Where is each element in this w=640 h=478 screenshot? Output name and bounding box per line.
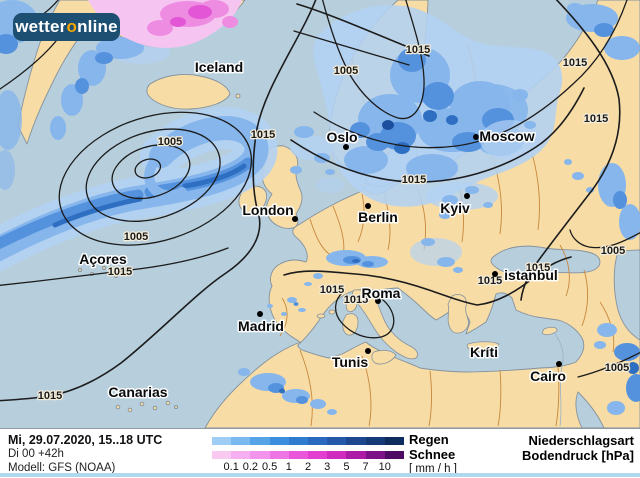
- legend-labels: Regen Schnee [ mm / h ]: [409, 432, 457, 475]
- legend-tick: 5: [343, 461, 350, 473]
- pressure-label: 1015: [478, 275, 502, 287]
- city-label: Açores: [79, 251, 127, 267]
- rain-scale-cell: [250, 437, 270, 445]
- rain-scale-cell: [212, 437, 232, 445]
- snow-scale-cell: [212, 451, 232, 459]
- pressure-label: 1005: [158, 136, 182, 148]
- city-labels: Iceland Oslo Moscow London Berlin Kyiv Açores i…: [78, 58, 568, 402]
- city-label: Iceland: [195, 59, 243, 75]
- rain-label: Regen: [409, 432, 449, 447]
- pressure-label: 1015: [344, 294, 368, 306]
- pressure-label: 1015: [526, 262, 550, 274]
- weather-map: 1005100510151015101510051015101510151015…: [0, 0, 640, 428]
- city-dot: [473, 134, 479, 140]
- city-label: Kríti: [470, 344, 498, 360]
- rain-scale-cell: [365, 437, 385, 445]
- legend-tick: 0.1: [223, 461, 239, 473]
- city-label: Roma: [362, 285, 401, 301]
- city-label: Cairo: [530, 368, 566, 384]
- city-label: London: [242, 202, 293, 218]
- legend-ticks: 0.1 0.2 0.5 1 2 3 5 7 10: [212, 461, 404, 474]
- rain-color-scale: [212, 437, 405, 445]
- snow-scale-cell: [288, 451, 309, 459]
- snow-scale-cell: [327, 451, 347, 459]
- pressure-label: 1015: [406, 44, 430, 56]
- city-dot: [365, 348, 371, 354]
- city-label: istanbul: [504, 267, 558, 283]
- city-dot: [292, 216, 298, 222]
- rain-scale-cell: [288, 437, 309, 445]
- city-label: Berlin: [358, 209, 398, 225]
- city-dot: [343, 144, 349, 150]
- city-label: Kyiv: [440, 200, 470, 216]
- snow-scale-cell: [308, 451, 328, 459]
- pressure-labels: 1005100510151015101510051015101510151015…: [37, 43, 631, 404]
- bottom-blue-strip: [0, 473, 640, 477]
- city-label: Canarias: [108, 384, 167, 400]
- city-dot: [492, 271, 498, 277]
- city-label: Moscow: [479, 128, 534, 144]
- legend-tick: 0.5: [261, 461, 278, 473]
- city-dot: [375, 298, 381, 304]
- logo-text-nline: nline: [77, 17, 118, 36]
- pressure-label: 1005: [124, 231, 148, 243]
- pressure-label: 1015: [584, 113, 608, 125]
- pressure-label: 1005: [601, 245, 625, 257]
- city-dot: [556, 361, 562, 367]
- city-dot: [257, 311, 263, 317]
- model-name: Modell: GFS (NOAA): [8, 462, 116, 474]
- pressure-label: 1015: [402, 174, 426, 186]
- rain-scale-cell: [327, 437, 347, 445]
- snow-scale-cell: [346, 451, 366, 459]
- validity-time: Mi, 29.07.2020, 15..18 UTC: [8, 433, 163, 447]
- snow-label: Schnee: [409, 447, 456, 462]
- city-dot: [365, 203, 371, 209]
- snow-scale-cell: [269, 451, 289, 459]
- legend-tick: 0.2: [242, 461, 259, 473]
- pressure-label: 1015: [251, 129, 275, 141]
- city-label: Tunis: [332, 354, 369, 370]
- city-label: Madrid: [238, 318, 284, 334]
- city-dot: [464, 193, 470, 199]
- model-run: Di 00 +42h: [8, 448, 64, 460]
- legend-tick: 1: [285, 461, 292, 473]
- rain-scale-cell: [269, 437, 289, 445]
- pressure-label: 1015: [38, 390, 62, 402]
- legend-tick: 7: [362, 461, 369, 473]
- rain-scale-cell: [308, 437, 328, 445]
- legend-tick: 10: [378, 461, 391, 473]
- med-islands: [316, 289, 558, 365]
- snow-scale-cell: [250, 451, 270, 459]
- precipitation-snow: [88, 0, 242, 48]
- pressure-label: 1015: [320, 284, 344, 296]
- rain-scale-cell: [346, 437, 366, 445]
- title-precip-type: Niederschlagsart: [528, 433, 635, 448]
- pressure-label: 1015: [108, 266, 132, 278]
- river-nile: [553, 331, 564, 427]
- snow-scale-cell: [384, 451, 405, 459]
- city-label: Oslo: [326, 129, 357, 145]
- rain-scale-cell: [384, 437, 405, 445]
- logo-text-o: o: [66, 17, 78, 36]
- snow-scale-cell: [231, 451, 251, 459]
- legend-unit: [ mm / h ]: [409, 463, 457, 475]
- snow-color-scale: [212, 451, 405, 459]
- title-pressure: Bodendruck [hPa]: [522, 448, 634, 463]
- legend-tick: 2: [304, 461, 312, 473]
- logo-text-wetter: wetter: [15, 17, 67, 36]
- pressure-label: 1005: [334, 65, 358, 77]
- map-titles: Niederschlagsart Bodendruck [hPa]: [522, 433, 634, 463]
- pressure-label: 1015: [563, 57, 587, 69]
- snow-scale-cell: [365, 451, 385, 459]
- wetteronline-logo[interactable]: wetter o nline: [13, 13, 120, 41]
- info-bar: Mi, 29.07.2020, 15..18 UTC Di 00 +42h Mo…: [0, 428, 640, 478]
- pressure-label: 1005: [605, 362, 629, 374]
- rain-scale-cell: [231, 437, 251, 445]
- legend-tick: 3: [324, 461, 331, 473]
